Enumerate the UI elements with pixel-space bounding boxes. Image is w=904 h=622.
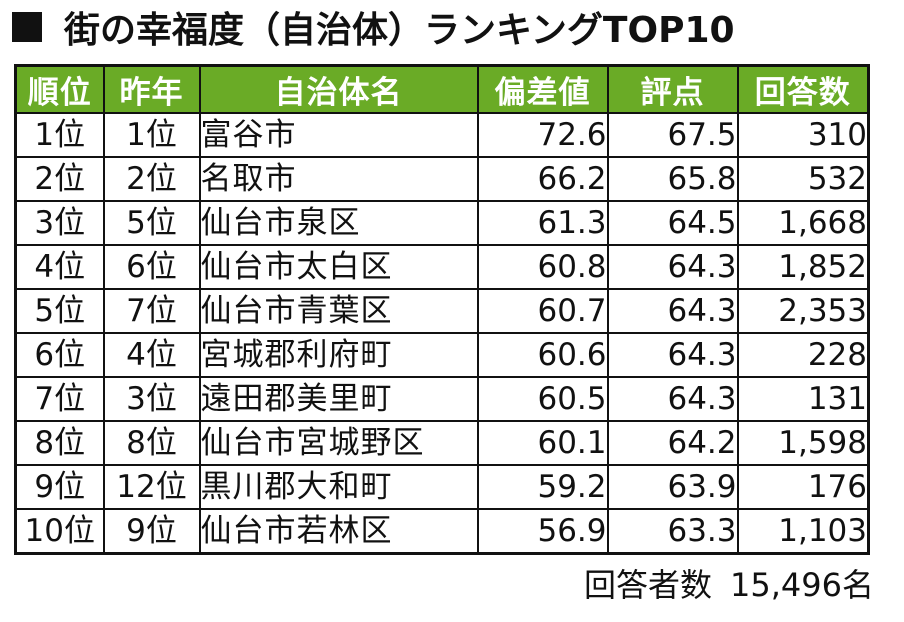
- table-row: 6位 4位 宮城郡利府町 60.6 64.3 228: [14, 332, 870, 378]
- cell-deviation: 60.7: [476, 288, 609, 334]
- cell-municipality: 仙台市泉区: [198, 200, 479, 246]
- cell-deviation: 61.3: [476, 200, 609, 246]
- cell-responses: 532: [736, 156, 870, 202]
- header-responses: 回答数: [736, 64, 870, 114]
- cell-score: 64.3: [606, 244, 739, 290]
- cell-deviation: 60.6: [476, 332, 609, 378]
- cell-municipality: 黒川郡大和町: [198, 464, 479, 510]
- table-row: 8位 8位 仙台市宮城野区 60.1 64.2 1,598: [14, 420, 870, 466]
- cell-prev-year: 9位: [102, 508, 201, 555]
- table-row: 3位 5位 仙台市泉区 61.3 64.5 1,668: [14, 200, 870, 246]
- square-bullet-icon: [12, 12, 42, 42]
- cell-responses: 1,668: [736, 200, 870, 246]
- cell-score: 64.2: [606, 420, 739, 466]
- cell-rank: 6位: [14, 332, 105, 378]
- cell-deviation: 56.9: [476, 508, 609, 555]
- table-row: 9位 12位 黒川郡大和町 59.2 63.9 176: [14, 464, 870, 510]
- header-deviation: 偏差値: [476, 64, 609, 114]
- cell-score: 64.3: [606, 288, 739, 334]
- table-header-row: 順位 昨年 自治体名 偏差値 評点 回答数: [14, 64, 870, 114]
- table-row: 5位 7位 仙台市青葉区 60.7 64.3 2,353: [14, 288, 870, 334]
- cell-score: 63.3: [606, 508, 739, 555]
- cell-deviation: 60.1: [476, 420, 609, 466]
- cell-prev-year: 3位: [102, 376, 201, 422]
- cell-responses: 228: [736, 332, 870, 378]
- cell-deviation: 60.5: [476, 376, 609, 422]
- cell-score: 67.5: [606, 112, 739, 158]
- cell-score: 64.3: [606, 332, 739, 378]
- cell-responses: 176: [736, 464, 870, 510]
- cell-responses: 1,852: [736, 244, 870, 290]
- cell-score: 65.8: [606, 156, 739, 202]
- cell-prev-year: 1位: [102, 112, 201, 158]
- cell-municipality: 仙台市宮城野区: [198, 420, 479, 466]
- respondent-count-value: 15,496名: [730, 566, 874, 604]
- cell-rank: 2位: [14, 156, 105, 202]
- table-row: 1位 1位 富谷市 72.6 67.5 310: [14, 112, 870, 158]
- cell-prev-year: 12位: [102, 464, 201, 510]
- cell-responses: 131: [736, 376, 870, 422]
- cell-deviation: 59.2: [476, 464, 609, 510]
- cell-responses: 1,103: [736, 508, 870, 555]
- cell-prev-year: 5位: [102, 200, 201, 246]
- header-rank: 順位: [14, 64, 105, 114]
- cell-responses: 1,598: [736, 420, 870, 466]
- cell-municipality: 名取市: [198, 156, 479, 202]
- cell-municipality: 仙台市太白区: [198, 244, 479, 290]
- header-municipality: 自治体名: [198, 64, 479, 114]
- cell-prev-year: 8位: [102, 420, 201, 466]
- header-prev-year: 昨年: [102, 64, 201, 114]
- table-row: 7位 3位 遠田郡美里町 60.5 64.3 131: [14, 376, 870, 422]
- respondent-count: 回答者数 15,496名: [584, 560, 874, 606]
- cell-rank: 5位: [14, 288, 105, 334]
- cell-score: 64.5: [606, 200, 739, 246]
- cell-municipality: 仙台市青葉区: [198, 288, 479, 334]
- cell-rank: 4位: [14, 244, 105, 290]
- cell-prev-year: 7位: [102, 288, 201, 334]
- cell-prev-year: 4位: [102, 332, 201, 378]
- cell-municipality: 富谷市: [198, 112, 479, 158]
- cell-deviation: 72.6: [476, 112, 609, 158]
- cell-municipality: 宮城郡利府町: [198, 332, 479, 378]
- cell-rank: 10位: [14, 508, 105, 555]
- cell-score: 64.3: [606, 376, 739, 422]
- cell-rank: 9位: [14, 464, 105, 510]
- cell-prev-year: 6位: [102, 244, 201, 290]
- cell-rank: 1位: [14, 112, 105, 158]
- table-row: 4位 6位 仙台市太白区 60.8 64.3 1,852: [14, 244, 870, 290]
- cell-prev-year: 2位: [102, 156, 201, 202]
- cell-responses: 310: [736, 112, 870, 158]
- title-text: 街の幸福度（自治体）ランキングTOP10: [64, 10, 735, 51]
- ranking-table: 順位 昨年 自治体名 偏差値 評点 回答数 1位 1位 富谷市 72.6 67.5 310…: [14, 64, 870, 555]
- cell-municipality: 遠田郡美里町: [198, 376, 479, 422]
- table-row: 10位 9位 仙台市若林区 56.9 63.3 1,103: [14, 508, 870, 555]
- cell-rank: 3位: [14, 200, 105, 246]
- cell-deviation: 66.2: [476, 156, 609, 202]
- cell-responses: 2,353: [736, 288, 870, 334]
- cell-rank: 8位: [14, 420, 105, 466]
- cell-rank: 7位: [14, 376, 105, 422]
- header-score: 評点: [606, 64, 739, 114]
- table-row: 2位 2位 名取市 66.2 65.8 532: [14, 156, 870, 202]
- cell-deviation: 60.8: [476, 244, 609, 290]
- page-title: 街の幸福度（自治体）ランキングTOP10: [12, 2, 735, 52]
- cell-municipality: 仙台市若林区: [198, 508, 479, 555]
- respondent-count-label: 回答者数: [584, 566, 713, 604]
- cell-score: 63.9: [606, 464, 739, 510]
